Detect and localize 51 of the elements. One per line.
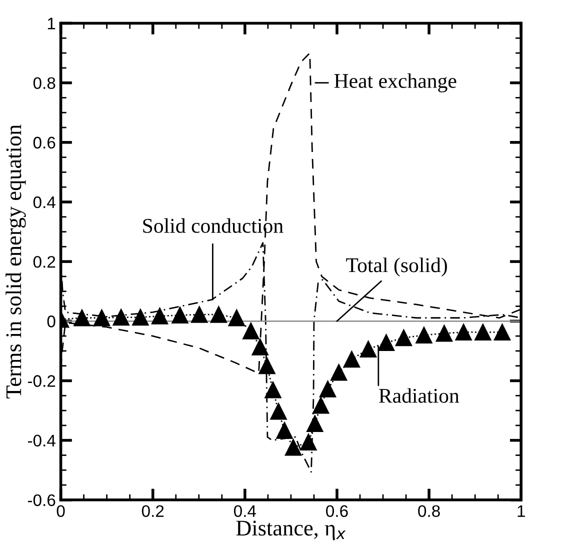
point xyxy=(93,310,110,326)
point xyxy=(276,422,293,439)
annotation: Solid conduction xyxy=(143,218,284,233)
point xyxy=(312,397,330,414)
annotation: Heat exchange xyxy=(334,73,456,92)
x-tick-label: 0.6 xyxy=(326,505,348,518)
point xyxy=(474,324,492,341)
y-axis-title: Terms in solid energy equation xyxy=(6,124,26,398)
point xyxy=(416,326,432,344)
point xyxy=(172,306,188,324)
annotation: Radiation xyxy=(379,388,460,403)
point xyxy=(319,380,336,398)
point xyxy=(191,306,208,323)
point xyxy=(151,308,168,324)
point xyxy=(395,330,412,346)
y-tick-label: 1 xyxy=(48,18,56,30)
y-tick-label: -0.4 xyxy=(28,434,56,447)
point xyxy=(242,322,260,340)
x-tick-label: 0.2 xyxy=(142,505,164,518)
point xyxy=(455,324,472,341)
y-tick-label: 0 xyxy=(47,316,56,328)
point xyxy=(74,310,90,326)
point xyxy=(300,434,317,450)
point xyxy=(306,415,324,432)
point xyxy=(360,340,377,358)
point xyxy=(112,308,130,326)
point xyxy=(284,439,302,456)
x-tick-label: 0.8 xyxy=(418,505,440,518)
point xyxy=(343,350,360,368)
point xyxy=(252,338,268,356)
annotation: Total (solid) xyxy=(346,258,447,276)
point xyxy=(436,325,453,342)
x-axis-title: Distance, η$_{x}$ xyxy=(236,520,346,540)
point xyxy=(258,358,276,374)
point xyxy=(270,403,287,420)
y-tick-label: -0.2 xyxy=(28,375,56,387)
x-tick-label: 1 xyxy=(518,505,525,517)
y-tick-label: 0.8 xyxy=(33,77,56,90)
y-tick-label: 0.4 xyxy=(33,196,56,208)
point xyxy=(264,382,282,398)
point xyxy=(132,308,149,326)
y-tick-label: -0.6 xyxy=(28,494,56,506)
y-tick-label: 0.2 xyxy=(33,256,56,268)
point xyxy=(494,324,511,341)
point xyxy=(210,306,228,323)
y-tick-label: 0.6 xyxy=(33,136,56,149)
x-tick-label: 0.4 xyxy=(234,505,256,518)
x-tick-label: 0 xyxy=(56,505,65,518)
point xyxy=(330,364,348,381)
point xyxy=(378,334,395,351)
point xyxy=(228,310,245,326)
